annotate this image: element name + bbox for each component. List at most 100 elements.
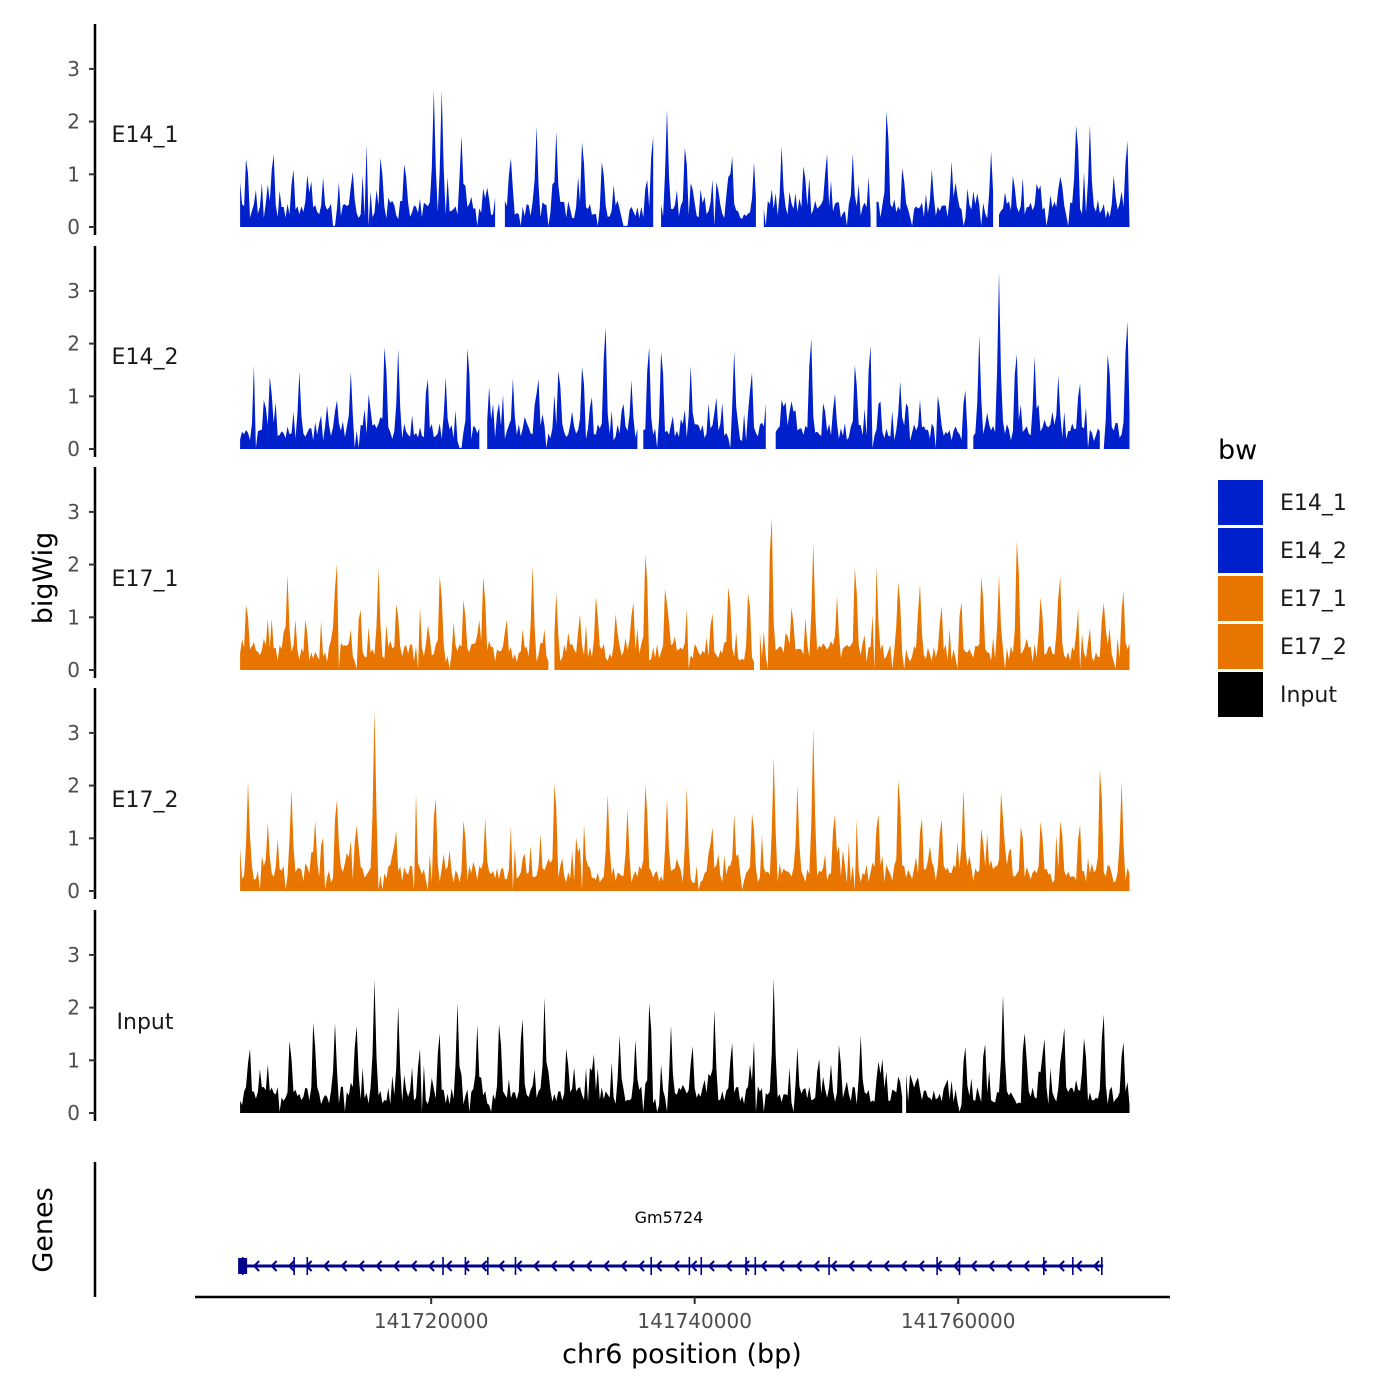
gene-strand-arrow [427,1260,435,1272]
gene-strand-arrow [672,1260,680,1272]
y-tick-label: 0 [67,437,80,461]
y-tick-label: 2 [67,774,80,798]
track-label-e14-2: E14_2 [112,345,179,370]
gene-strand-arrow [952,1260,960,1272]
y-tick-label: 3 [67,279,80,303]
gene-strand-arrow [707,1260,715,1272]
track-label-e14-1: E14_1 [112,123,179,148]
legend-label-e14-1: E14_1 [1280,491,1347,516]
legend-label-e14-2: E14_2 [1280,539,1347,564]
gene-strand-arrow [987,1260,995,1272]
gene-strand-arrow [287,1260,295,1272]
gene-strand-arrow [1075,1260,1083,1272]
legend-key-e17-1 [1218,576,1263,621]
gene-strand-arrow [637,1260,645,1272]
gene-strand-arrow [375,1260,383,1272]
gene-strand-arrow [497,1260,505,1272]
gene-strand-arrow [742,1260,750,1272]
gene-strand-arrow [410,1260,418,1272]
y-tick-label: 1 [67,1048,80,1072]
gene-strand-arrow [445,1260,453,1272]
track-panel-e14-2: 0 1 2 3 E14_2 [67,246,1130,461]
legend: bw E14_1 E14_2 E17_1 E17_2 Input [1218,435,1347,717]
track-axis-e14-1: 0 1 2 3 [67,24,97,239]
y-axis-title: bigWig [28,532,59,625]
y-tick-label: 2 [67,332,80,356]
gene-strand-arrow [655,1260,663,1272]
legend-label-e17-2: E17_2 [1280,635,1347,660]
x-axis: 141720000 141740000 141760000 chr6 positio… [195,1295,1170,1370]
y-tick-label: 1 [67,384,80,408]
gene-strand-arrow [830,1260,838,1272]
gene-strand-arrow [567,1260,575,1272]
track-panel-e17-2: 0 1 2 3 E17_2 [67,688,1130,903]
legend-label-e17-1: E17_1 [1280,587,1347,612]
legend-key-input [1218,672,1263,717]
y-tick-label: 2 [67,553,80,577]
gene-strand-arrow [357,1260,365,1272]
gene-strand-arrow [515,1260,523,1272]
gene-strand-arrow [462,1260,470,1272]
gene-strand-arrow [725,1260,733,1272]
gene-strand-arrow [532,1260,540,1272]
track-axis-e17-1: 0 1 2 3 [67,467,97,682]
gene-strand-arrow [550,1260,558,1272]
x-axis-title: chr6 position (bp) [562,1339,802,1370]
gene-strand-arrow [480,1260,488,1272]
x-tick-label: 141720000 [374,1309,489,1333]
y-tick-label: 3 [67,500,80,524]
y-tick-label: 0 [67,215,80,239]
gene-strand-arrow [882,1260,890,1272]
gene-model-gm5724 [238,1257,1104,1275]
legend-label-input: Input [1280,683,1337,708]
track-label-e17-2: E17_2 [112,788,179,813]
legend-title: bw [1218,435,1257,466]
y-tick-label: 3 [67,57,80,81]
coverage-area-e17-1 [240,518,1130,670]
y-tick-label: 0 [67,658,80,682]
gene-strand-arrow [392,1260,400,1272]
gene-strand-arrow [900,1260,908,1272]
y-tick-label: 0 [67,879,80,903]
gene-strand-arrow [270,1260,278,1272]
genes-panel: Genes Gm5724 [28,1162,1104,1297]
gene-strand-arrow [1040,1260,1048,1272]
y-tick-label: 2 [67,110,80,134]
gene-strand-arrow [1005,1260,1013,1272]
coverage-area-input [240,978,1130,1113]
coverage-area-e14-2 [240,271,1130,449]
legend-key-e14-1 [1218,480,1263,525]
y-tick-label: 1 [67,162,80,186]
gene-strand-arrow [917,1260,925,1272]
track-panel-input: 0 1 2 3 Input [67,910,1130,1125]
gene-strand-arrow [812,1260,820,1272]
gene-strand-arrow [1022,1260,1030,1272]
y-tick-label: 3 [67,943,80,967]
gene-strand-arrow [340,1260,348,1272]
gene-strand-arrow [585,1260,593,1272]
y-tick-label: 1 [67,605,80,629]
x-tick-label: 141760000 [901,1309,1016,1333]
coverage-area-e14-1 [240,90,1130,227]
x-axis-ticks: 141720000 141740000 141760000 [374,1297,1016,1333]
track-label-e17-1: E17_1 [112,567,179,592]
gene-strand-arrow [760,1260,768,1272]
y-tick-label: 1 [67,826,80,850]
track-panel-e17-1: 0 1 2 3 E17_1 [67,467,1130,682]
gene-strand-arrow [620,1260,628,1272]
gene-strand-arrow [970,1260,978,1272]
y-tick-label: 2 [67,996,80,1020]
gene-label-gm5724: Gm5724 [635,1208,704,1227]
x-tick-label: 141740000 [637,1309,752,1333]
gene-strand-arrow [305,1260,313,1272]
gene-strand-arrow [252,1260,260,1272]
gene-strand-arrow [690,1260,698,1272]
track-axis-input: 0 1 2 3 [67,910,97,1125]
gene-strand-arrow [777,1260,785,1272]
genes-axis-title: Genes [28,1187,59,1272]
track-axis-e17-2: 0 1 2 3 [67,688,97,903]
coverage-area-e17-2 [240,709,1130,891]
legend-key-e14-2 [1218,528,1263,573]
y-tick-label: 3 [67,721,80,745]
